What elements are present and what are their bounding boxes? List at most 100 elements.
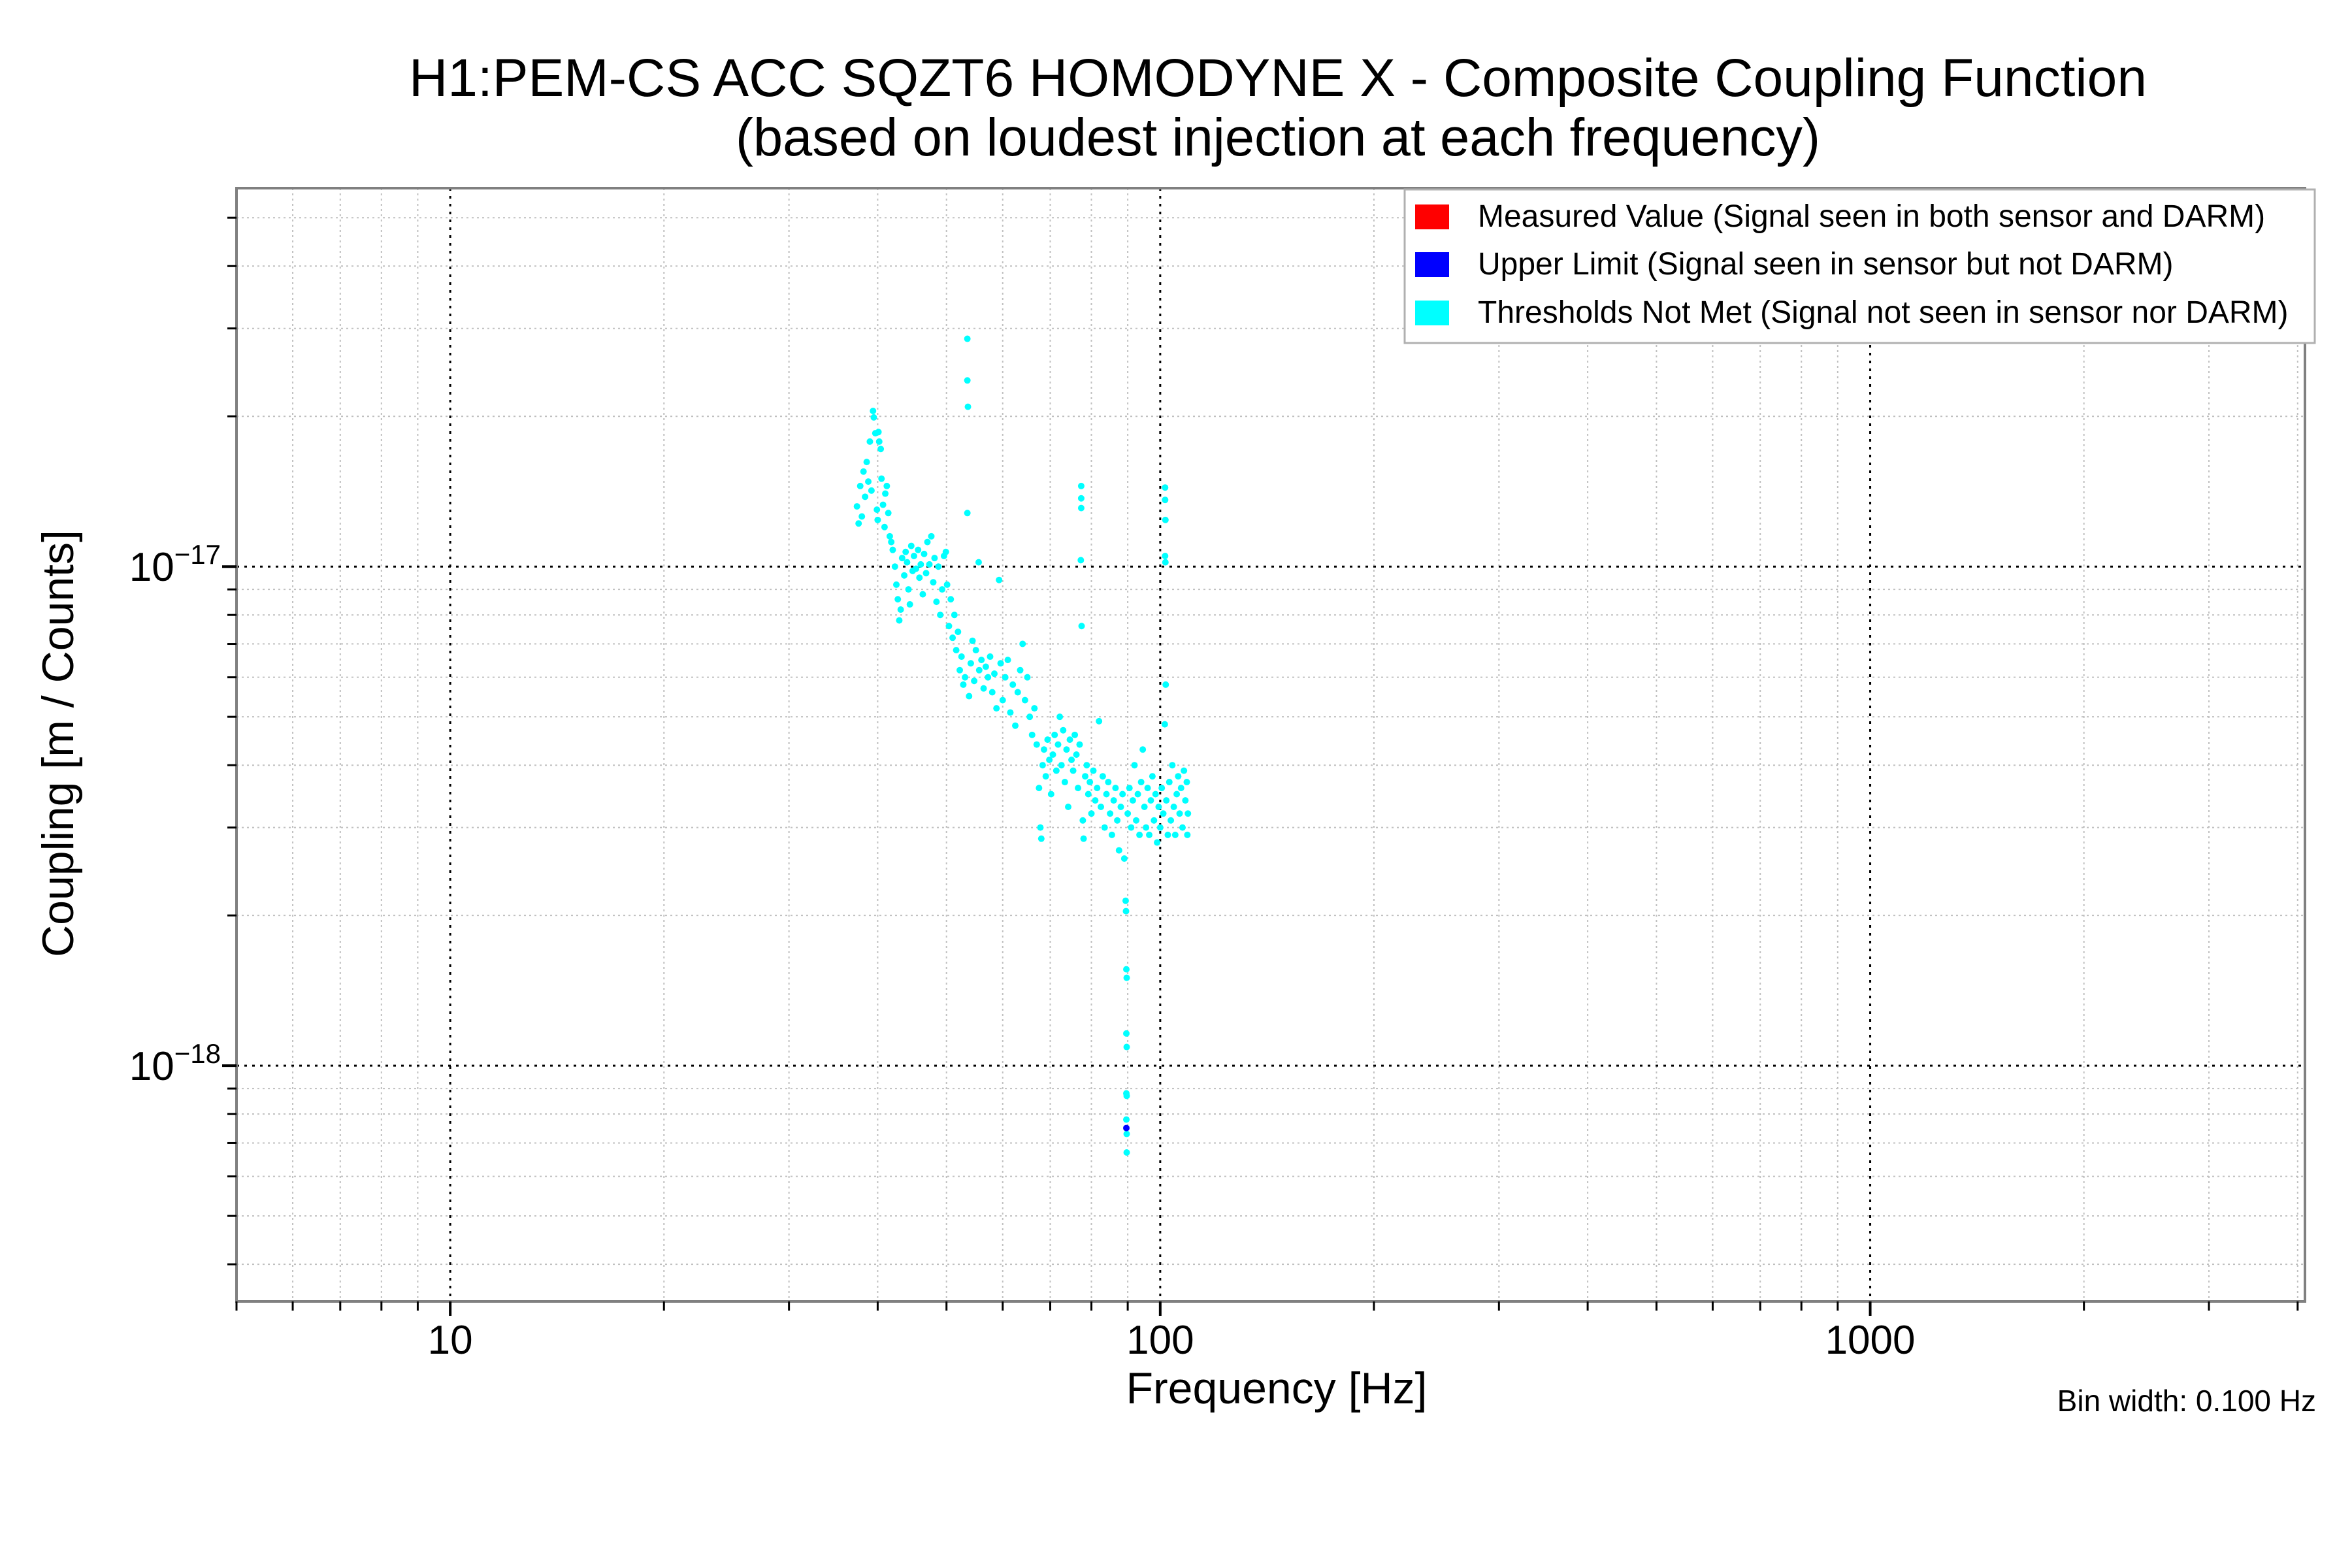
- threshold-not-met-point: [1170, 804, 1177, 811]
- threshold-not-met-point: [868, 487, 875, 494]
- threshold-not-met-point: [1175, 773, 1182, 780]
- threshold-not-met-point: [1073, 751, 1080, 759]
- threshold-not-met-point: [1184, 831, 1191, 838]
- threshold-not-met-point: [897, 606, 904, 613]
- threshold-not-met-point: [1154, 839, 1161, 846]
- legend-entry-measured: Measured Value (Signal seen in both sens…: [1415, 199, 2265, 234]
- threshold-not-met-point: [1075, 785, 1082, 792]
- threshold-not-met-point: [985, 674, 992, 681]
- legend-swatch-cyan: [1415, 301, 1449, 325]
- threshold-not-met-point: [1162, 497, 1169, 504]
- threshold-not-met-point: [997, 660, 1004, 667]
- threshold-not-met-point: [1168, 817, 1175, 824]
- threshold-not-met-point: [1169, 762, 1176, 769]
- threshold-not-met-point: [1046, 757, 1053, 764]
- threshold-not-met-point: [1056, 713, 1064, 721]
- threshold-not-met-point: [888, 538, 895, 546]
- threshold-not-met-point: [1040, 746, 1047, 753]
- threshold-not-met-point: [1149, 773, 1156, 780]
- threshold-not-met-point: [1184, 810, 1192, 817]
- threshold-not-met-point: [1122, 897, 1129, 904]
- threshold-not-met-point: [964, 377, 971, 384]
- threshold-not-met-point: [1107, 810, 1114, 817]
- threshold-not-met-point: [1077, 482, 1085, 489]
- threshold-not-met-point: [874, 506, 881, 514]
- threshold-not-met-point: [1021, 696, 1028, 704]
- threshold-not-met-point: [1122, 907, 1130, 915]
- threshold-not-met-point: [993, 705, 1000, 712]
- threshold-not-met-point: [1070, 767, 1077, 774]
- threshold-not-met-point: [1182, 797, 1189, 804]
- threshold-not-met-point: [1119, 791, 1126, 798]
- legend: Measured Value (Signal seen in both sens…: [1403, 188, 2316, 344]
- y-tick-labels: 10−17 10−18: [129, 539, 221, 1089]
- threshold-not-met-point: [971, 678, 978, 685]
- threshold-not-met-point: [1037, 824, 1044, 831]
- threshold-not-met-point: [1123, 1092, 1130, 1100]
- threshold-not-met-point: [935, 563, 942, 570]
- threshold-not-met-point: [1044, 736, 1051, 743]
- y-axis-label: Coupling [m / Counts]: [33, 530, 83, 957]
- threshold-not-met-point: [1103, 791, 1110, 798]
- threshold-not-met-point: [883, 482, 890, 489]
- threshold-not-met-point: [996, 576, 1003, 583]
- threshold-not-met-point: [1173, 791, 1181, 798]
- threshold-not-met-point: [907, 542, 915, 549]
- threshold-not-met-point: [1123, 1116, 1130, 1123]
- threshold-not-met-point: [1143, 824, 1150, 831]
- threshold-not-met-point: [1152, 791, 1159, 798]
- bin-width-annotation: Bin width: 0.100 Hz: [2057, 1384, 2316, 1418]
- threshold-not-met-point: [898, 555, 906, 562]
- threshold-not-met-point: [951, 612, 958, 619]
- threshold-not-met-point: [975, 559, 982, 566]
- threshold-not-met-point: [949, 634, 956, 642]
- threshold-not-met-point: [916, 574, 923, 581]
- threshold-not-met-point: [978, 657, 985, 664]
- threshold-not-met-point: [987, 653, 994, 661]
- threshold-not-met-point: [862, 493, 869, 500]
- threshold-not-met-point: [926, 561, 933, 568]
- threshold-not-met-point: [1019, 640, 1026, 647]
- threshold-not-met-point: [1105, 779, 1112, 786]
- threshold-not-met-point: [1099, 773, 1106, 780]
- threshold-not-met-point: [930, 579, 937, 586]
- threshold-not-met-point: [943, 581, 951, 588]
- threshold-not-met-point: [1124, 810, 1132, 817]
- threshold-not-met-point: [928, 532, 935, 540]
- threshold-not-met-point: [1129, 797, 1136, 804]
- threshold-not-met-point: [1146, 831, 1153, 838]
- y-tick-exponent: −18: [174, 1038, 221, 1069]
- threshold-not-met-point: [975, 666, 983, 674]
- threshold-not-met-point: [1012, 722, 1019, 729]
- threshold-not-met-point: [1176, 810, 1183, 817]
- chart-title: H1:PEM-CS ACC SQZT6 HOMODYNE X - Composi…: [409, 48, 2147, 108]
- threshold-not-met-point: [1047, 791, 1054, 798]
- threshold-not-met-point: [879, 501, 887, 508]
- threshold-not-met-point: [1085, 791, 1092, 798]
- threshold-not-met-point: [858, 513, 866, 520]
- threshold-not-met-point: [942, 548, 949, 555]
- threshold-not-met-point: [1133, 817, 1140, 824]
- threshold-not-met-point: [990, 670, 998, 678]
- threshold-not-met-point: [874, 516, 881, 523]
- threshold-not-met-point: [891, 563, 898, 570]
- threshold-not-met-point: [1066, 736, 1073, 743]
- threshold-not-met-point: [953, 647, 960, 654]
- threshold-not-met-point: [917, 561, 924, 568]
- threshold-not-met-point: [919, 591, 926, 598]
- threshold-not-met-point: [1179, 824, 1186, 831]
- threshold-not-met-point: [1164, 831, 1171, 838]
- threshold-not-met-point: [1077, 504, 1085, 512]
- threshold-not-met-point: [1120, 855, 1128, 862]
- threshold-not-met-point: [878, 475, 885, 482]
- threshold-not-met-point: [1079, 817, 1086, 824]
- threshold-not-met-point: [1166, 779, 1173, 786]
- threshold-not-met-point: [1036, 785, 1043, 792]
- threshold-not-met-point: [885, 510, 892, 517]
- threshold-not-met-point: [966, 693, 973, 700]
- y-tick-base: 10: [129, 545, 174, 590]
- threshold-not-met-point: [947, 596, 955, 603]
- threshold-not-met-point: [931, 555, 938, 562]
- threshold-not-met-point: [964, 335, 971, 342]
